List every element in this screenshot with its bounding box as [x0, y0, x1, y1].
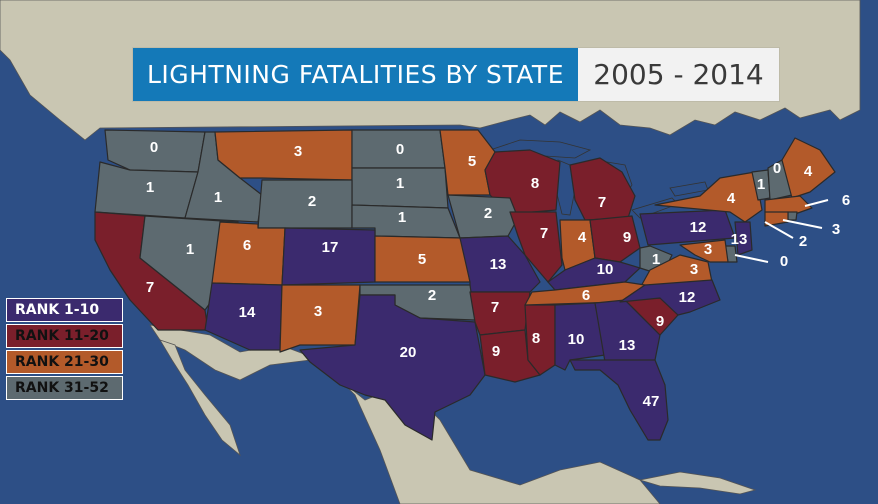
state-value-FL: 47	[643, 393, 660, 410]
state-value-NJ: 13	[731, 231, 748, 248]
cuba-island	[639, 471, 757, 495]
state-value-IN: 4	[578, 229, 587, 246]
state-value-NV: 1	[186, 241, 194, 258]
state-value-IL: 7	[540, 225, 548, 242]
state-NM[interactable]	[279, 284, 361, 353]
state-value-ID: 1	[214, 189, 222, 206]
legend-item-2: RANK 11-20	[6, 324, 123, 348]
states-layer	[94, 129, 836, 441]
state-TX[interactable]	[299, 294, 486, 441]
leader-line-MA	[804, 199, 829, 207]
state-value-OH: 9	[623, 229, 631, 246]
legend-item-4: RANK 31-52	[6, 376, 123, 400]
state-value-MT: 3	[294, 143, 302, 160]
state-CO[interactable]	[281, 227, 376, 286]
state-value-WY: 2	[308, 193, 316, 210]
state-value-MD: 3	[704, 241, 712, 258]
state-value-NC: 12	[679, 289, 696, 306]
state-value-KY: 10	[597, 261, 614, 278]
state-OH[interactable]	[589, 215, 641, 263]
baja-peninsula	[159, 339, 241, 457]
state-value-AR: 7	[491, 299, 499, 316]
state-value-MA: 6	[842, 192, 850, 209]
state-PA[interactable]	[639, 209, 736, 246]
state-NJ[interactable]	[734, 221, 753, 256]
state-value-PA: 12	[690, 219, 707, 236]
state-value-OR: 1	[146, 179, 154, 196]
state-value-ND: 0	[396, 141, 404, 158]
state-value-AZ: 14	[239, 304, 256, 321]
state-value-MI: 7	[598, 194, 606, 211]
state-value-IA: 2	[484, 205, 492, 222]
state-NC[interactable]	[619, 279, 721, 316]
state-MS[interactable]	[524, 304, 556, 376]
state-value-MS: 8	[532, 330, 540, 347]
leader-line-CT	[782, 219, 823, 229]
state-value-WI: 8	[531, 175, 539, 192]
state-value-AL: 10	[568, 331, 585, 348]
state-value-NY: 4	[727, 190, 736, 207]
leader-lines	[734, 199, 829, 263]
state-value-MO: 13	[490, 256, 507, 273]
state-MD[interactable]	[679, 239, 729, 263]
leader-line-RI	[764, 221, 794, 239]
leader-line-DE	[734, 254, 769, 263]
state-value-SC: 9	[656, 313, 664, 330]
state-value-CA: 7	[146, 279, 154, 296]
title-banner: LIGHTNING FATALITIES BY STATE 2005 - 201…	[133, 48, 779, 101]
state-value-VT: 1	[757, 176, 765, 193]
state-value-ME: 4	[804, 163, 813, 180]
state-value-CT: 3	[832, 221, 840, 238]
state-value-MN: 5	[468, 153, 476, 170]
state-GA[interactable]	[594, 299, 661, 363]
legend: RANK 1-10 RANK 11-20 RANK 21-30 RANK 31-52	[6, 298, 123, 402]
state-value-TX: 20	[400, 344, 417, 361]
state-value-NH: 0	[773, 160, 781, 177]
state-value-KS: 5	[418, 251, 426, 268]
legend-item-1: RANK 1-10	[6, 298, 123, 322]
state-MO[interactable]	[459, 235, 541, 293]
state-RI[interactable]	[787, 211, 798, 221]
state-value-TN: 6	[582, 287, 590, 304]
state-value-WV: 1	[652, 251, 660, 268]
state-AR[interactable]	[469, 291, 531, 336]
state-MI[interactable]	[569, 157, 636, 221]
state-WY[interactable]	[257, 179, 353, 229]
state-IA[interactable]	[447, 194, 519, 239]
state-value-LA: 9	[492, 343, 500, 360]
map-title: LIGHTNING FATALITIES BY STATE	[133, 48, 578, 101]
state-MA[interactable]	[764, 195, 813, 215]
state-value-CO: 17	[322, 239, 339, 256]
state-value-VA: 3	[690, 261, 698, 278]
state-value-UT: 6	[243, 237, 251, 254]
state-value-OK: 2	[428, 287, 436, 304]
state-value-NM: 3	[314, 303, 322, 320]
state-value-SD: 1	[396, 175, 404, 192]
state-value-RI: 2	[799, 233, 807, 250]
state-MT[interactable]	[214, 129, 353, 181]
state-value-WA: 0	[150, 139, 158, 156]
state-FL[interactable]	[569, 359, 669, 441]
legend-item-3: RANK 21-30	[6, 350, 123, 374]
state-value-NE: 1	[398, 209, 406, 226]
map-years: 2005 - 2014	[578, 48, 779, 101]
state-value-GA: 13	[619, 337, 636, 354]
state-value-DE: 0	[780, 253, 788, 270]
